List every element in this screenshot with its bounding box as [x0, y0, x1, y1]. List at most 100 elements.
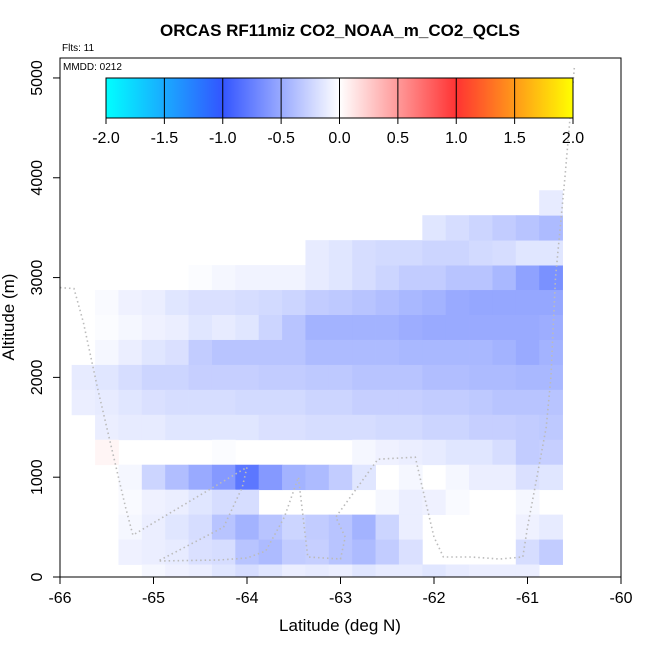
- y-tick-label: 3000: [29, 260, 46, 296]
- heatmap-cell: [141, 315, 166, 341]
- heatmap-cell: [165, 564, 189, 577]
- heatmap-cell: [328, 539, 353, 565]
- heatmap-cell: [398, 389, 423, 416]
- heatmap-cell: [375, 290, 400, 316]
- heatmap-cell: [305, 364, 330, 391]
- heatmap-cell: [492, 464, 517, 491]
- heatmap-cell: [515, 464, 540, 491]
- heatmap-cell: [352, 564, 376, 577]
- heatmap-cell: [165, 539, 189, 565]
- heatmap-cell: [469, 265, 493, 291]
- heatmap-cell: [515, 439, 540, 466]
- x-tick-label: -63: [329, 590, 352, 607]
- heatmap-cell: [305, 414, 330, 441]
- heatmap-cell: [352, 265, 376, 291]
- heatmap-cell: [95, 439, 119, 466]
- heatmap-cell: [328, 240, 353, 266]
- heatmap-cell: [305, 265, 330, 291]
- x-tick-label: -64: [235, 590, 258, 607]
- heatmap-cell: [328, 364, 353, 391]
- heatmap-cell: [235, 514, 260, 540]
- x-tick-label: -66: [48, 590, 71, 607]
- heatmap-cell: [258, 315, 283, 341]
- heatmap-cell: [328, 315, 353, 341]
- heatmap-cell: [118, 464, 143, 491]
- heatmap-cell: [258, 339, 283, 366]
- colorbar-tick-label: 0.0: [328, 130, 350, 147]
- heatmap-cell: [165, 414, 189, 441]
- heatmap-cell: [422, 414, 447, 441]
- heatmap-cell: [398, 414, 423, 441]
- heatmap-cell: [188, 389, 213, 416]
- heatmap-cell: [328, 290, 353, 316]
- heatmap-cell: [188, 564, 213, 577]
- colorbar-ticks: -2.0 -1.5 -1.0 -0.5 0.0 0.5 1.0 1.5 2.0: [92, 118, 584, 147]
- y-tick-label: 1000: [29, 459, 46, 495]
- x-tick-label: -61: [516, 590, 539, 607]
- heatmap-cell: [398, 240, 423, 266]
- heatmap-cell: [118, 514, 143, 540]
- y-axis-label: Altitude (m): [0, 274, 18, 361]
- heatmap-cell: [539, 439, 563, 466]
- heatmap-cell: [188, 539, 213, 565]
- heatmap-cell: [235, 414, 260, 441]
- heatmap-cell: [445, 439, 470, 466]
- heatmap-cell: [445, 215, 470, 241]
- heatmap-cell: [469, 290, 493, 316]
- heatmap-cell: [141, 539, 166, 565]
- heatmap-cell: [118, 290, 143, 316]
- heatmap-cell: [188, 339, 213, 366]
- heatmap-cell: [539, 539, 563, 565]
- heatmap-cell: [515, 265, 540, 291]
- heatmap-cell: [539, 389, 563, 416]
- heatmap-cell: [118, 364, 143, 391]
- heatmap-cell: [515, 389, 540, 416]
- heatmap-cell: [375, 489, 400, 516]
- heatmap-cell: [305, 389, 330, 416]
- heatmap-cell: [305, 564, 330, 577]
- heatmap-cell: [398, 489, 423, 516]
- heatmap-cell: [235, 389, 260, 416]
- heatmap-cell: [328, 265, 353, 291]
- heatmap-cell: [492, 414, 517, 441]
- heatmap-cell: [211, 489, 236, 516]
- heatmap-cell: [235, 464, 260, 491]
- y-tick-label: 0: [29, 572, 46, 581]
- heatmap-cell: [141, 414, 166, 441]
- heatmap-cell: [71, 364, 96, 391]
- heatmap-cell: [469, 414, 493, 441]
- heatmap-cell: [282, 389, 306, 416]
- heatmap-cell: [469, 339, 493, 366]
- x-axis: -66 -65 -64 -63 -62 -61 -60: [48, 577, 633, 607]
- heatmap-cell: [258, 265, 283, 291]
- heatmap-cell: [188, 364, 213, 391]
- heatmap-cell: [445, 364, 470, 391]
- heatmap-cell: [422, 240, 447, 266]
- heatmap-cell: [165, 364, 189, 391]
- heatmap-cell: [515, 315, 540, 341]
- heatmap-cell: [118, 414, 143, 441]
- heatmap-cell: [539, 464, 563, 491]
- heatmap-cell: [258, 290, 283, 316]
- heatmap-cell: [141, 290, 166, 316]
- heatmap-cell: [282, 364, 306, 391]
- heatmap-cell: [422, 564, 447, 577]
- heatmap-cell: [375, 389, 400, 416]
- heatmap-cell: [445, 389, 470, 416]
- heatmap-cell: [95, 364, 119, 391]
- heatmap-cell: [515, 290, 540, 316]
- heatmap-cell: [375, 315, 400, 341]
- heatmap-cell: [118, 539, 143, 565]
- heatmap-cell: [422, 215, 447, 241]
- heatmap-cell: [422, 265, 447, 291]
- heatmap-cell: [305, 240, 330, 266]
- heatmap-cell: [422, 389, 447, 416]
- heatmap-cell: [539, 514, 563, 540]
- heatmap-cell: [352, 315, 376, 341]
- y-tick-label: 4000: [29, 160, 46, 196]
- date-annotation: MMDD: 0212: [63, 62, 122, 73]
- heatmap-cell: [469, 389, 493, 416]
- heatmap-cell: [188, 315, 213, 341]
- heatmap-cell: [398, 315, 423, 341]
- x-tick-label: -62: [422, 590, 445, 607]
